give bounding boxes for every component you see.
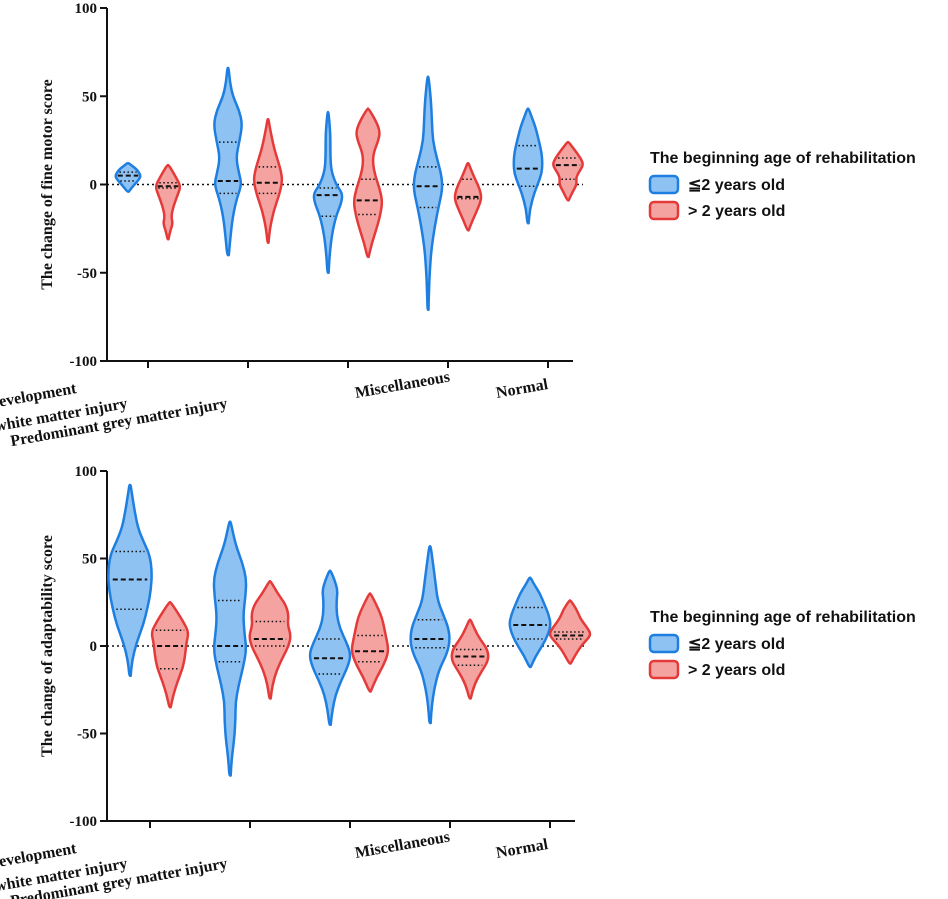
legend-label-2: > 2 years old — [688, 662, 785, 679]
y-tick-label: 0 — [90, 178, 98, 194]
y-tick-label: 100 — [75, 464, 98, 480]
violin-2-1 — [150, 601, 190, 709]
legend-swatch-2 — [648, 659, 680, 680]
legend-label-1: ≦2 years old — [688, 177, 785, 194]
chart-panel-1: 100 50 0 -50 -100 The change of fine motor sc… — [0, 1, 916, 451]
legend-label-1: ≦2 years old — [688, 636, 785, 653]
legend-swatch-1 — [648, 633, 680, 654]
y-tick-label: -50 — [77, 266, 97, 282]
violin-2-3 — [352, 107, 384, 259]
violin-1-4 — [412, 75, 444, 312]
legend-swatch-2 — [648, 200, 680, 221]
y-axis-label: The change of adaptability score — [39, 535, 56, 757]
y-tick-label: -100 — [70, 814, 98, 830]
violin-1-3 — [312, 110, 344, 275]
chart-panel-2: 100 50 0 -50 -100 The change of adaptability … — [0, 464, 916, 899]
legend-title: The beginning age of rehabilitation — [650, 609, 916, 626]
violin-2-5 — [552, 140, 584, 202]
y-tick-label: 50 — [82, 89, 97, 105]
violin-2-5 — [548, 599, 592, 665]
violin-1-1 — [114, 162, 142, 193]
y-tick-label: -50 — [77, 727, 97, 743]
violin-1-5 — [512, 107, 544, 225]
x-category-label: Miscellaneous — [354, 369, 451, 402]
violin-1-5 — [508, 576, 552, 669]
y-axis-label: The change of fine motor score — [39, 79, 56, 289]
x-category-label: Miscellaneous — [354, 829, 451, 862]
legend-title: The beginning age of rehabilitation — [650, 150, 916, 167]
legend-swatch-1 — [648, 174, 680, 195]
violin-2-1 — [154, 163, 182, 241]
violin-2-4 — [450, 618, 490, 700]
x-category-label: Normal — [495, 376, 550, 402]
y-tick-label: 0 — [90, 639, 98, 655]
y-tick-label: 100 — [75, 1, 98, 17]
violin-1-2 — [213, 66, 243, 257]
violin-2-3 — [350, 592, 390, 693]
x-category-label: Normal — [495, 836, 550, 862]
violin-1-2 — [212, 520, 248, 777]
y-tick-label: 50 — [82, 552, 97, 568]
violin-2-2 — [252, 117, 284, 244]
violin-1-3 — [308, 569, 352, 727]
legend-label-2: > 2 years old — [688, 203, 785, 220]
violin-1-4 — [409, 545, 451, 725]
y-tick-label: -100 — [70, 354, 98, 370]
